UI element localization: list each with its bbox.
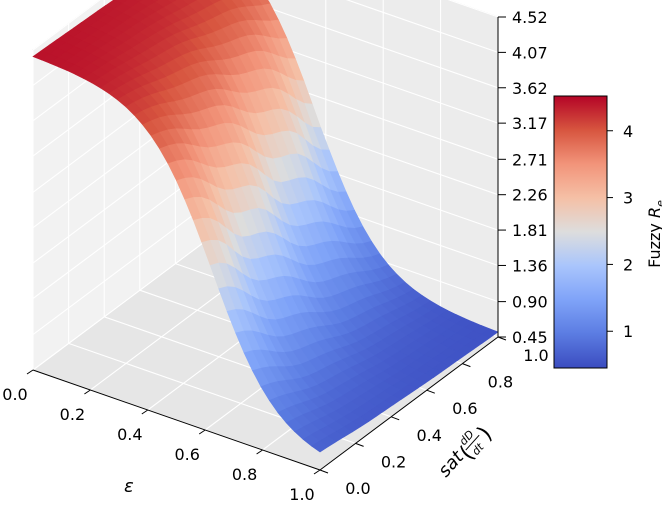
y-tick (355, 442, 364, 447)
x-tick-label: 0.2 (60, 405, 85, 424)
z-tick-label: 3.17 (512, 114, 548, 133)
x-tick (313, 469, 321, 475)
colorbar-gradient (553, 95, 608, 369)
tick-marks (26, 16, 507, 475)
y-tick-label: 0.6 (452, 399, 477, 418)
y-tick (426, 389, 435, 394)
y-axis-title: sat dD dt ( ) (434, 422, 497, 481)
z-tick-label: 0.45 (512, 328, 548, 347)
x-tick (256, 449, 263, 455)
z-tick-label: 3.62 (512, 79, 548, 98)
y-tick-label: 0.4 (416, 426, 441, 445)
y-tick-label: 0.8 (488, 373, 513, 392)
colorbar-tick-label: 3 (623, 189, 633, 208)
z-tick-label: 4.07 (512, 43, 548, 62)
x-tick-label: 1.0 (289, 485, 314, 504)
x-tick-label: 0.6 (174, 445, 199, 464)
colorbar-tick-label: 4 (623, 122, 633, 141)
surface-plot (32, 0, 499, 453)
z-tick-label: 1.36 (512, 256, 548, 275)
y-tick-label: 1.0 (523, 346, 548, 365)
y-tick (319, 469, 329, 474)
x-tick (141, 409, 149, 415)
grid-line-z (32, 0, 499, 51)
y-axis-line (319, 336, 499, 471)
y-tick-label: 0.2 (381, 452, 406, 471)
x-tick (26, 369, 34, 375)
axis-lines (32, 17, 499, 471)
colorbar-title: Fuzzy Re (645, 200, 662, 268)
x-axis-title: ε (124, 476, 134, 497)
colorbar: 1 2 3 4 Fuzzy Re (553, 95, 662, 369)
x-tick-label: 0.8 (232, 465, 257, 484)
colorbar-tick-label: 2 (623, 255, 633, 274)
x-tick (198, 429, 206, 435)
z-tick-label: 0.90 (512, 293, 548, 312)
colorbar-ticks: 1 2 3 4 (607, 122, 633, 341)
x-tick (84, 389, 91, 395)
colorbar-tick-label: 1 (623, 322, 633, 341)
z-tick-label: 4.52 (512, 8, 548, 27)
y-tick (462, 363, 471, 368)
z-tick-label: 1.81 (512, 221, 548, 240)
z-tick-label: 2.26 (512, 186, 548, 205)
x-tick-label: 0.0 (2, 385, 27, 404)
surface-patch (311, 440, 329, 453)
y-tick-label: 0.0 (345, 479, 370, 498)
tick-labels: 0.00.20.40.60.81.0 0.00.20.40.60.81.00.45… (2, 8, 548, 504)
y-tick (391, 416, 400, 421)
x-axis-line (32, 369, 321, 471)
x-tick-label: 0.4 (117, 425, 142, 444)
z-tick-label: 2.71 (512, 150, 548, 169)
